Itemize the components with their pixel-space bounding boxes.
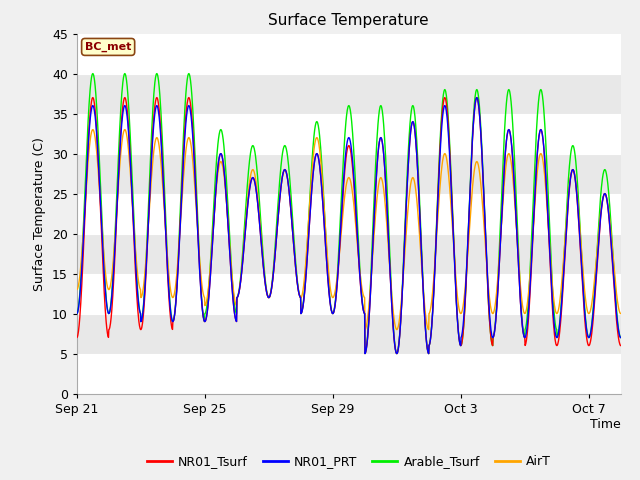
Bar xyxy=(77,193,621,234)
Bar xyxy=(77,234,621,274)
Bar xyxy=(77,114,621,154)
Legend: NR01_Tsurf, NR01_PRT, Arable_Tsurf, AirT: NR01_Tsurf, NR01_PRT, Arable_Tsurf, AirT xyxy=(141,450,556,473)
Bar xyxy=(77,34,621,73)
X-axis label: Time: Time xyxy=(590,419,621,432)
Text: BC_met: BC_met xyxy=(85,42,131,52)
Bar xyxy=(77,154,621,193)
Bar xyxy=(77,354,621,394)
Y-axis label: Surface Temperature (C): Surface Temperature (C) xyxy=(33,137,46,290)
Bar xyxy=(77,313,621,354)
Title: Surface Temperature: Surface Temperature xyxy=(269,13,429,28)
Bar xyxy=(77,274,621,313)
Bar xyxy=(77,73,621,114)
